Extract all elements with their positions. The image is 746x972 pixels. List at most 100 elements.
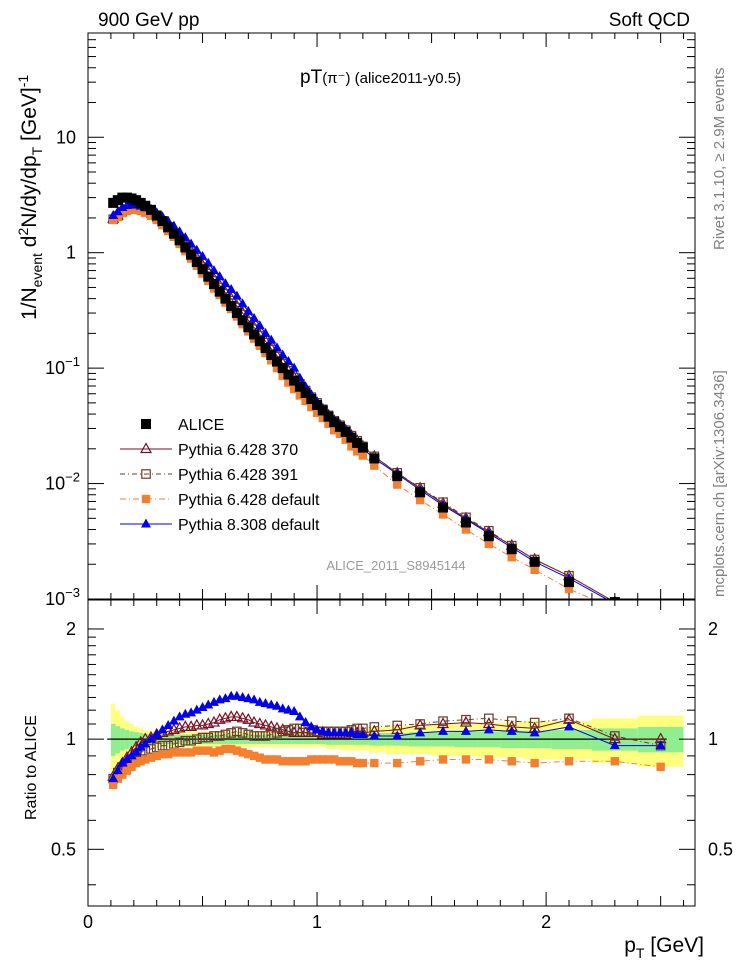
alice-data-point bbox=[231, 308, 242, 319]
legend-marker bbox=[139, 442, 153, 454]
ratio-point bbox=[225, 710, 238, 722]
ratio-point bbox=[203, 699, 214, 709]
ratio-point bbox=[324, 755, 333, 764]
ratio-point bbox=[207, 715, 221, 727]
alice-data-point bbox=[145, 204, 156, 215]
alice-data-point bbox=[283, 369, 294, 380]
ratio-point bbox=[237, 691, 248, 701]
alice-data-point bbox=[438, 502, 449, 513]
ratio-point bbox=[231, 690, 242, 700]
ratio-point bbox=[484, 713, 494, 724]
ratio-point bbox=[529, 717, 540, 728]
ratio-point bbox=[220, 693, 231, 703]
plot-title: pT(π⁻) (alice2011-y0.5) bbox=[300, 67, 461, 88]
ratio-y-tick-label: 1 bbox=[66, 729, 76, 749]
ratio-point bbox=[266, 699, 277, 709]
y-tick-label: 10−3 bbox=[45, 585, 80, 609]
alice-data-point bbox=[483, 531, 494, 542]
ratio-point bbox=[415, 757, 425, 766]
ratio-point bbox=[146, 744, 156, 754]
ratio-point bbox=[146, 753, 156, 762]
ratio-point bbox=[192, 734, 202, 744]
ratio-point bbox=[220, 729, 231, 740]
y-tick-label: 1 bbox=[66, 243, 76, 263]
data-point bbox=[249, 312, 260, 322]
data-point bbox=[146, 211, 156, 220]
alice-data-point bbox=[529, 556, 540, 567]
ratio-point bbox=[357, 728, 368, 738]
ratio-point bbox=[318, 755, 327, 764]
ratio-point bbox=[335, 757, 345, 766]
data-point bbox=[307, 402, 316, 412]
alice-data-point bbox=[163, 222, 174, 233]
legend-marker bbox=[141, 469, 151, 479]
ratio-point bbox=[260, 731, 271, 741]
ratio-point bbox=[238, 748, 247, 757]
ratio-point bbox=[461, 714, 471, 725]
ratio-point bbox=[236, 711, 249, 723]
ratio-point bbox=[174, 711, 185, 721]
ratio-point bbox=[266, 729, 277, 740]
alice-data-point bbox=[186, 249, 197, 260]
ratio-axis-label: Ratio to ALICE bbox=[23, 715, 40, 820]
ratio-point bbox=[306, 721, 317, 731]
ratio-point bbox=[108, 773, 119, 783]
ratio-point bbox=[226, 744, 236, 754]
alice-data-point bbox=[197, 264, 208, 275]
alice-data-point bbox=[203, 271, 214, 282]
ratio-point bbox=[141, 755, 150, 764]
ratio-point bbox=[249, 731, 259, 741]
ratio-point bbox=[289, 723, 299, 734]
alice-data-point bbox=[317, 405, 328, 416]
ratio-point bbox=[283, 704, 294, 714]
ratio-point bbox=[249, 751, 259, 761]
data-point bbox=[330, 425, 339, 435]
ratio-point bbox=[254, 696, 265, 706]
ratio-point bbox=[312, 755, 322, 764]
data-point bbox=[564, 584, 574, 594]
ratio-point bbox=[564, 757, 574, 766]
ratio-point bbox=[208, 696, 219, 706]
ratio-point bbox=[169, 739, 179, 749]
data-point bbox=[324, 419, 333, 428]
data-point bbox=[226, 283, 237, 293]
alice-data-point bbox=[151, 210, 162, 221]
ratio-point bbox=[529, 727, 540, 737]
ratio-point bbox=[112, 765, 123, 775]
legend-label: Pythia 8.308 default bbox=[178, 517, 320, 534]
ratio-point bbox=[277, 726, 288, 737]
ratio-point bbox=[288, 726, 301, 738]
data-point bbox=[358, 451, 368, 460]
alice-data-point bbox=[140, 200, 151, 211]
data-point bbox=[118, 208, 127, 218]
ratio-point bbox=[117, 757, 128, 767]
ratio-point bbox=[152, 751, 161, 761]
alice-data-point bbox=[329, 417, 340, 428]
ratio-point bbox=[203, 732, 214, 743]
ratio-point bbox=[254, 731, 265, 741]
data-point bbox=[656, 622, 666, 631]
ratio-point bbox=[221, 744, 230, 754]
y-axis-label: 1/Nevent d2N/dy/dpT [GeV]-1 bbox=[15, 75, 45, 320]
ratio-point bbox=[214, 731, 225, 741]
ratio-point bbox=[175, 748, 184, 757]
alice-data-point bbox=[208, 279, 219, 290]
ratio-point bbox=[330, 755, 339, 764]
alice-data-point bbox=[357, 442, 368, 453]
ratio-point bbox=[259, 718, 272, 730]
data-point bbox=[267, 356, 276, 365]
ratio-point bbox=[609, 740, 620, 750]
data-point bbox=[301, 396, 310, 406]
data-point bbox=[141, 208, 150, 217]
alice-data-point bbox=[346, 432, 357, 443]
data-point bbox=[289, 362, 300, 372]
ratio-point bbox=[157, 724, 168, 734]
ratio-point bbox=[136, 757, 145, 766]
alice-data-point bbox=[174, 235, 185, 246]
ratio-point bbox=[295, 723, 305, 734]
ratio-point bbox=[564, 721, 575, 731]
data-point bbox=[341, 435, 350, 444]
ratio-point bbox=[197, 702, 208, 712]
alice-data-point bbox=[369, 453, 380, 464]
